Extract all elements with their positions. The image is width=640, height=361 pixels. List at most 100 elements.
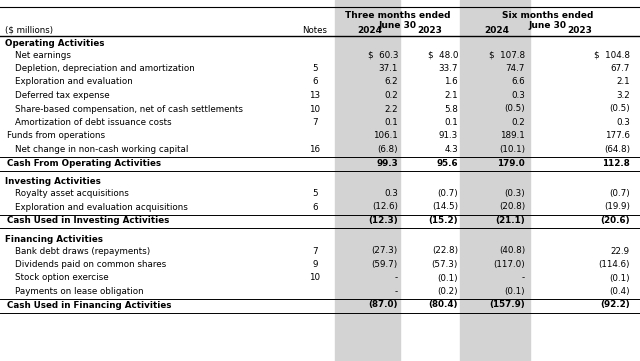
Text: Notes: Notes	[303, 26, 328, 35]
Text: 74.7: 74.7	[506, 64, 525, 73]
Text: (0.1): (0.1)	[609, 274, 630, 283]
Text: (0.2): (0.2)	[437, 287, 458, 296]
Text: (40.8): (40.8)	[499, 247, 525, 256]
Text: Share-based compensation, net of cash settlements: Share-based compensation, net of cash se…	[15, 104, 243, 113]
Text: -: -	[395, 287, 398, 296]
Text: (64.8): (64.8)	[604, 145, 630, 154]
Text: 5: 5	[312, 189, 318, 198]
Text: (117.0): (117.0)	[493, 260, 525, 269]
Text: Payments on lease obligation: Payments on lease obligation	[15, 287, 143, 296]
Text: Exploration and evaluation acquisitions: Exploration and evaluation acquisitions	[15, 203, 188, 212]
Text: 7: 7	[312, 118, 318, 127]
Text: Stock option exercise: Stock option exercise	[15, 274, 109, 283]
Text: 22.9: 22.9	[611, 247, 630, 256]
Text: (10.1): (10.1)	[499, 145, 525, 154]
Text: 6: 6	[312, 78, 317, 87]
Text: Exploration and evaluation: Exploration and evaluation	[15, 78, 132, 87]
Text: Depletion, depreciation and amortization: Depletion, depreciation and amortization	[15, 64, 195, 73]
Text: Bank debt draws (repayments): Bank debt draws (repayments)	[15, 247, 150, 256]
Text: 67.7: 67.7	[611, 64, 630, 73]
Text: 179.0: 179.0	[497, 158, 525, 168]
Text: Cash Used in Financing Activities: Cash Used in Financing Activities	[7, 300, 172, 309]
Text: 6: 6	[312, 203, 317, 212]
Text: (0.1): (0.1)	[504, 287, 525, 296]
Text: (114.6): (114.6)	[598, 260, 630, 269]
Text: (0.5): (0.5)	[504, 104, 525, 113]
Text: (0.3): (0.3)	[504, 189, 525, 198]
Text: Net earnings: Net earnings	[15, 51, 71, 60]
Text: 0.3: 0.3	[511, 91, 525, 100]
Text: $  107.8: $ 107.8	[489, 51, 525, 60]
Text: (87.0): (87.0)	[369, 300, 398, 309]
Text: 9: 9	[312, 260, 317, 269]
Text: 0.3: 0.3	[384, 189, 398, 198]
Text: ($ millions): ($ millions)	[5, 26, 53, 35]
Text: Financing Activities: Financing Activities	[5, 235, 103, 244]
Text: Deferred tax expense: Deferred tax expense	[15, 91, 109, 100]
Text: (57.3): (57.3)	[431, 260, 458, 269]
Text: Net change in non-cash working capital: Net change in non-cash working capital	[15, 145, 188, 154]
Text: (0.7): (0.7)	[437, 189, 458, 198]
Text: (12.3): (12.3)	[368, 216, 398, 225]
Text: 1.6: 1.6	[444, 78, 458, 87]
Text: (20.8): (20.8)	[499, 203, 525, 212]
Text: 6.2: 6.2	[385, 78, 398, 87]
Text: 10: 10	[309, 104, 321, 113]
Text: Amortization of debt issuance costs: Amortization of debt issuance costs	[15, 118, 172, 127]
Text: (0.1): (0.1)	[437, 274, 458, 283]
Text: Operating Activities: Operating Activities	[5, 39, 104, 48]
Text: -: -	[395, 274, 398, 283]
Text: (0.4): (0.4)	[609, 287, 630, 296]
Text: 3.2: 3.2	[616, 91, 630, 100]
Text: 0.1: 0.1	[384, 118, 398, 127]
Text: Investing Activities: Investing Activities	[5, 177, 101, 186]
Text: 7: 7	[312, 247, 318, 256]
Text: 99.3: 99.3	[376, 158, 398, 168]
Text: 2023: 2023	[568, 26, 593, 35]
Text: 106.1: 106.1	[373, 131, 398, 140]
Text: (21.1): (21.1)	[495, 216, 525, 225]
Text: 2.1: 2.1	[444, 91, 458, 100]
Bar	[460, 0, 530, 361]
Text: 177.6: 177.6	[605, 131, 630, 140]
Text: 112.8: 112.8	[602, 158, 630, 168]
Text: 33.7: 33.7	[438, 64, 458, 73]
Text: 2023: 2023	[417, 26, 442, 35]
Text: 13: 13	[309, 91, 321, 100]
Text: 91.3: 91.3	[439, 131, 458, 140]
Text: (92.2): (92.2)	[600, 300, 630, 309]
Text: 2.1: 2.1	[616, 78, 630, 87]
Text: -: -	[522, 274, 525, 283]
Text: 6.6: 6.6	[511, 78, 525, 87]
Text: (20.6): (20.6)	[600, 216, 630, 225]
Text: Cash From Operating Activities: Cash From Operating Activities	[7, 158, 161, 168]
Text: $  48.0: $ 48.0	[428, 51, 458, 60]
Text: 5.8: 5.8	[444, 104, 458, 113]
Text: 0.2: 0.2	[384, 91, 398, 100]
Text: (80.4): (80.4)	[429, 300, 458, 309]
Text: 0.3: 0.3	[616, 118, 630, 127]
Text: 0.2: 0.2	[511, 118, 525, 127]
Text: $  104.8: $ 104.8	[594, 51, 630, 60]
Text: 16: 16	[310, 145, 321, 154]
Text: (27.3): (27.3)	[372, 247, 398, 256]
Text: (157.9): (157.9)	[489, 300, 525, 309]
Text: Six months ended
June 30: Six months ended June 30	[502, 11, 593, 30]
Text: $  60.3: $ 60.3	[367, 51, 398, 60]
Text: 10: 10	[309, 274, 321, 283]
Text: (0.7): (0.7)	[609, 189, 630, 198]
Text: (0.5): (0.5)	[609, 104, 630, 113]
Text: Dividends paid on common shares: Dividends paid on common shares	[15, 260, 166, 269]
Text: (59.7): (59.7)	[372, 260, 398, 269]
Text: Cash Used in Investing Activities: Cash Used in Investing Activities	[7, 216, 170, 225]
Text: Royalty asset acquisitions: Royalty asset acquisitions	[15, 189, 129, 198]
Text: (19.9): (19.9)	[604, 203, 630, 212]
Text: 189.1: 189.1	[500, 131, 525, 140]
Text: 2024: 2024	[358, 26, 383, 35]
Text: 4.3: 4.3	[444, 145, 458, 154]
Text: (22.8): (22.8)	[432, 247, 458, 256]
Text: 0.1: 0.1	[444, 118, 458, 127]
Text: (12.6): (12.6)	[372, 203, 398, 212]
Text: (14.5): (14.5)	[432, 203, 458, 212]
Text: Funds from operations: Funds from operations	[7, 131, 105, 140]
